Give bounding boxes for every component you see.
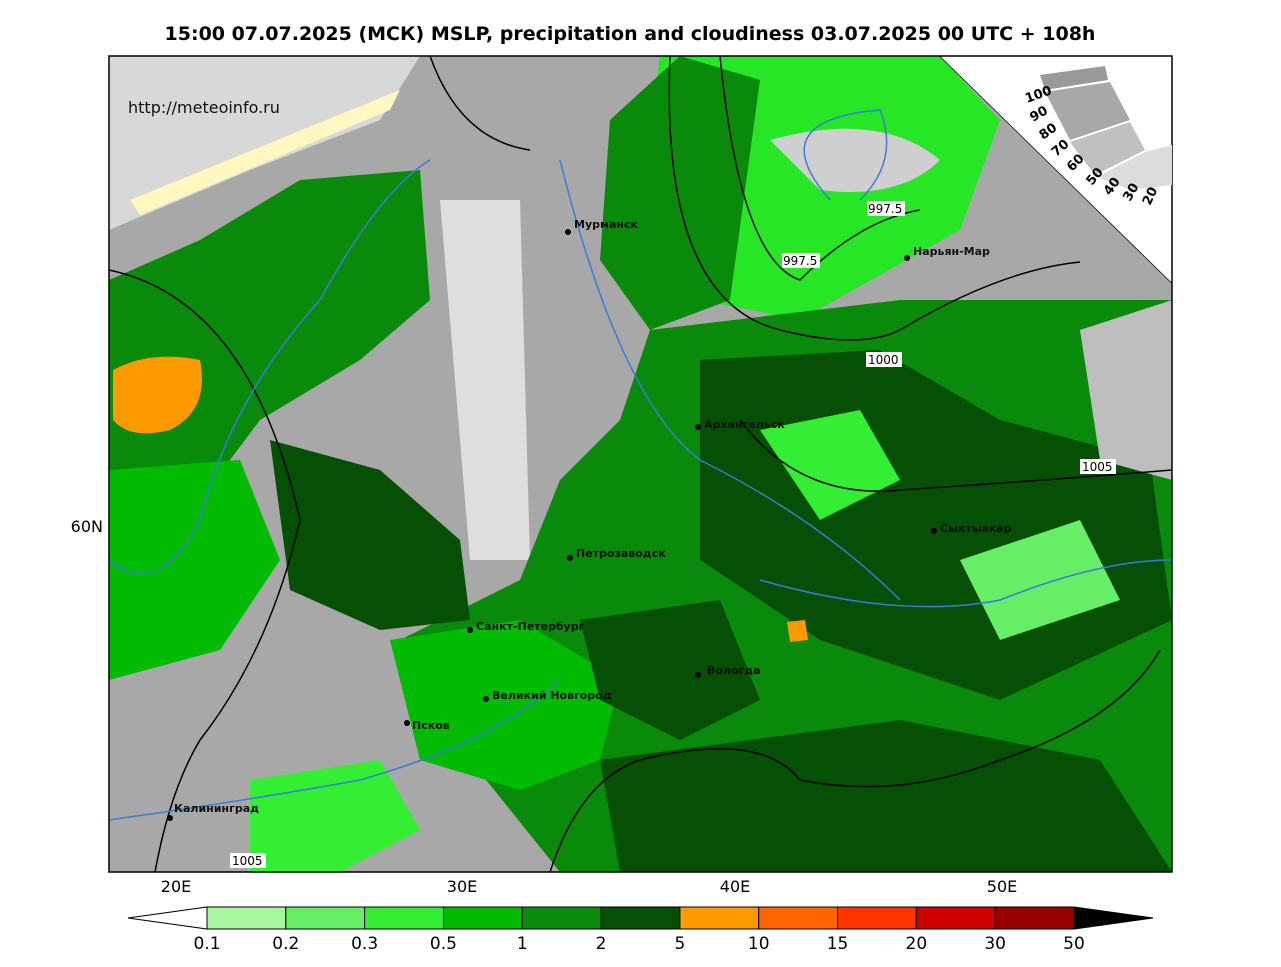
lon-label: 50E bbox=[987, 877, 1017, 896]
colorbar-label: 30 bbox=[984, 934, 1006, 954]
colorbar-label: 50 bbox=[1063, 934, 1085, 954]
colorbar-segment bbox=[364, 906, 444, 930]
cloud-label: 20 bbox=[1140, 185, 1161, 208]
colorbar-label: 0.3 bbox=[351, 934, 378, 954]
colorbar-label: 20 bbox=[906, 934, 928, 954]
colorbar-label: 10 bbox=[748, 934, 770, 954]
city: Сыктывкар bbox=[940, 522, 1012, 535]
colorbar-label: 5 bbox=[674, 934, 685, 954]
city: Калининград bbox=[174, 802, 259, 815]
isobar-label: 997.5 bbox=[868, 202, 902, 216]
isobar-label: 1005 bbox=[1082, 460, 1113, 474]
cities: Мурманск Нарьян-Мар Архангельск Сыктывка… bbox=[167, 218, 1012, 821]
colorbar-over bbox=[1073, 906, 1154, 930]
city: Великий Новгород bbox=[492, 689, 612, 702]
lat-label: 60N bbox=[71, 517, 103, 536]
title: 15:00 07.07.2025 (МСК) MSLP, precipitati… bbox=[165, 23, 1096, 45]
isobar-label: 1000 bbox=[868, 353, 899, 367]
colorbar-segment bbox=[521, 906, 602, 930]
colorbar-under bbox=[127, 906, 208, 930]
city: Нарьян-Мар bbox=[913, 245, 990, 258]
colorbar-label: 0.2 bbox=[272, 934, 299, 954]
city: Мурманск bbox=[574, 218, 639, 231]
city: Санкт-Петербург bbox=[476, 620, 585, 633]
isobar-labels: 997.5 997.5 1000 1005 1005 bbox=[230, 201, 1116, 868]
url: http://meteoinfo.ru bbox=[128, 98, 280, 117]
map-area bbox=[109, 56, 1172, 872]
colorbar-segment bbox=[442, 906, 523, 930]
colorbar-segment bbox=[758, 906, 839, 930]
colorbar-segment bbox=[206, 906, 287, 930]
colorbar-segment bbox=[285, 906, 366, 930]
colorbar-label: 0.1 bbox=[193, 934, 220, 954]
colorbar-label: 15 bbox=[827, 934, 849, 954]
colorbar-label: 1 bbox=[517, 934, 528, 954]
isobar-label: 1005 bbox=[232, 854, 263, 868]
colorbar-segment bbox=[915, 906, 996, 930]
colorbar-segment bbox=[679, 906, 760, 930]
colorbar-label: 2 bbox=[596, 934, 607, 954]
lon-label: 30E bbox=[447, 877, 477, 896]
city: Псков bbox=[412, 719, 450, 732]
city: Вологда bbox=[707, 664, 761, 677]
colorbar-segment bbox=[837, 906, 917, 930]
city: Архангельск bbox=[704, 418, 785, 431]
lon-label: 20E bbox=[161, 877, 191, 896]
colorbar-label: 0.5 bbox=[430, 934, 457, 954]
city: Петрозаводск bbox=[576, 547, 666, 560]
lon-label: 40E bbox=[720, 877, 750, 896]
isobar-label: 997.5 bbox=[783, 254, 817, 268]
colorbar: 0.1 0.2 0.3 0.5 1 2 5 10 15 20 30 50 bbox=[127, 906, 1154, 954]
colorbar-segment bbox=[994, 906, 1075, 930]
colorbar-segment bbox=[600, 906, 681, 930]
